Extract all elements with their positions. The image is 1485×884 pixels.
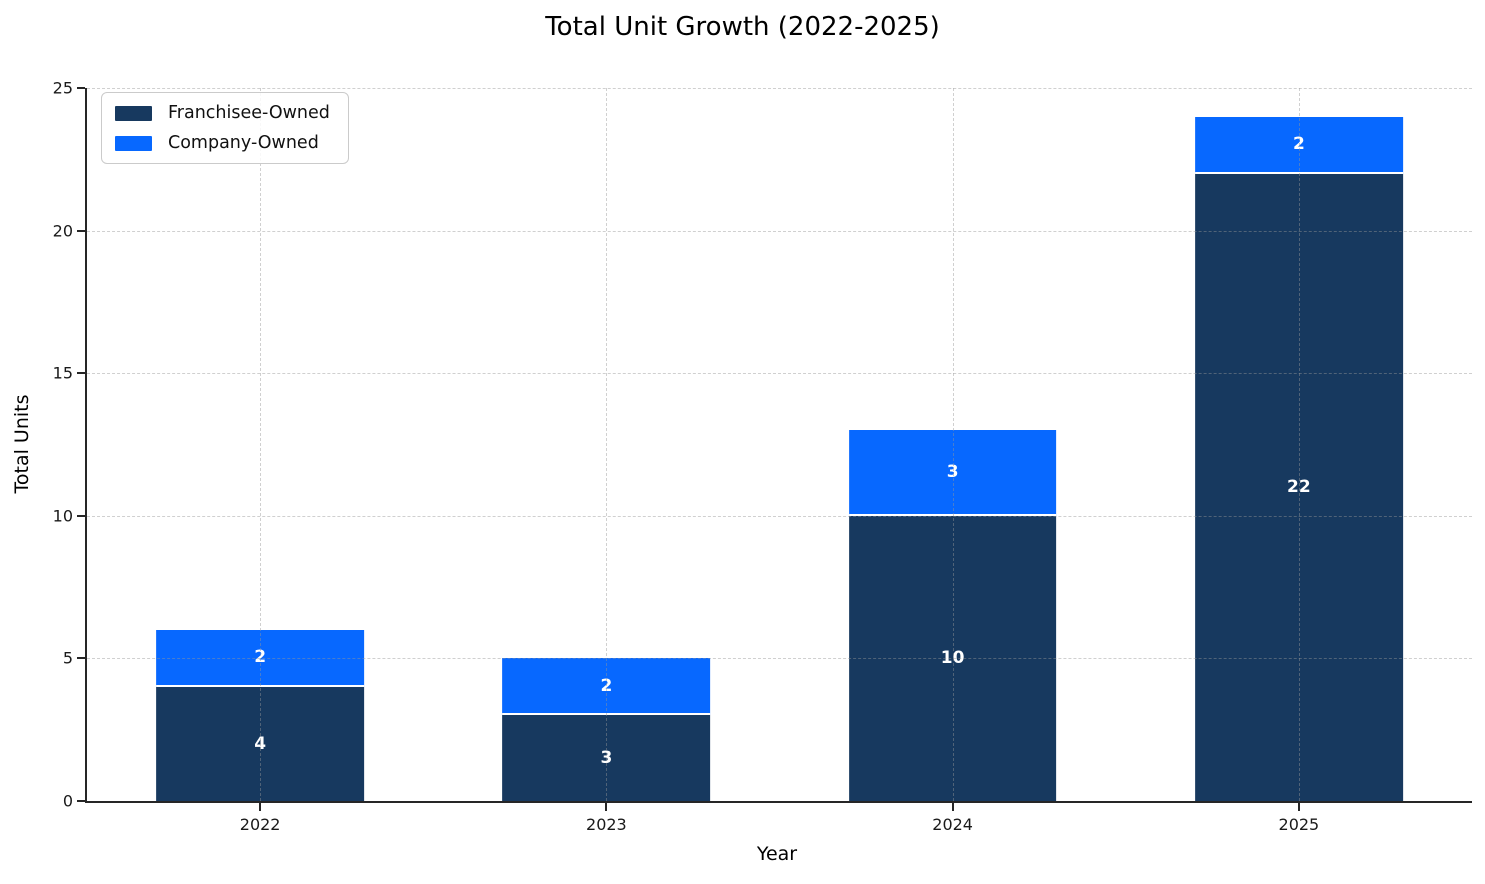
bar-value-label-2025-company-owned: 2: [1292, 134, 1305, 155]
x-axis-label: Year: [756, 843, 798, 865]
y-tick-label-20: 20: [52, 221, 73, 241]
y-tick-label-15: 15: [52, 363, 73, 383]
bar-2022-company-owned-segment: 2: [156, 629, 364, 687]
bar-value-label-2023-company-owned: 2: [600, 675, 613, 696]
bar-2024-company-owned-segment: 3: [848, 430, 1057, 516]
y-tick-label-0: 0: [62, 791, 73, 811]
bar-value-label-2025-franchisee-owned: 22: [1287, 477, 1311, 498]
y-tick-mark-25: [77, 87, 85, 89]
bar-value-label-2022-franchisee-owned: 4: [254, 733, 267, 754]
legend-label-franchisee-owned: Franchisee-Owned: [168, 103, 330, 123]
y-tick-mark-20: [77, 229, 85, 232]
x-tick-label-2023: 2023: [586, 815, 627, 834]
legend-item-company-owned: Company-Owned: [115, 133, 330, 153]
x-tick-label-2025: 2025: [1278, 815, 1320, 834]
bar-2025: 2 22: [1195, 88, 1403, 801]
x-tick-mark-2023: [605, 803, 608, 811]
legend: Franchisee-Owned Company-Owned: [101, 92, 349, 164]
plot-area: 2 4 2 3 3 10 2 22 Franchisee-Owned Company-Owned…: [53, 79, 1472, 834]
x-tick-label-2022: 2022: [239, 815, 281, 834]
bar-2023-company-owned-segment: 2: [502, 658, 711, 716]
bar-2022-franchisee-owned-segment: 4: [156, 686, 364, 801]
bar-value-label-2024-company-owned: 3: [946, 462, 959, 483]
legend-item-franchisee-owned: Franchisee-Owned: [115, 103, 330, 123]
bar-value-label-2022-company-owned: 2: [254, 647, 267, 668]
bar-2024: 3 10: [848, 88, 1057, 801]
x-tick-label-2024: 2024: [932, 815, 973, 834]
x-tick-mark-2024: [951, 803, 954, 811]
y-tick-label-10: 10: [52, 506, 73, 526]
legend-swatch-franchisee-owned: [115, 105, 152, 121]
y-tick-mark-15: [77, 372, 85, 375]
bar-2023-franchisee-owned-segment: 3: [502, 715, 711, 801]
bars-layer: 2 4 2 3 3 10 2 22: [87, 88, 1472, 801]
legend-swatch-company-owned: [115, 135, 152, 151]
x-tick-mark-2022: [259, 803, 262, 811]
bar-value-label-2024-franchisee-owned: 10: [940, 648, 965, 669]
bar-2025-company-owned-segment: 2: [1195, 116, 1403, 174]
chart-title: Total Unit Growth (2022-2025): [545, 12, 940, 42]
y-axis-label: Total Units: [11, 394, 33, 494]
y-tick-mark-5: [77, 657, 85, 660]
legend-label-company-owned: Company-Owned: [168, 133, 319, 153]
bar-2024-franchisee-owned-segment: 10: [848, 515, 1057, 801]
y-tick-mark-10: [77, 514, 85, 517]
y-tick-mark-0: [77, 800, 85, 802]
bar-2025-franchisee-owned-segment: 22: [1195, 173, 1403, 801]
x-tick-mark-2025: [1297, 803, 1300, 811]
bar-value-label-2023-franchisee-owned: 3: [600, 748, 613, 769]
y-tick-label-5: 5: [62, 648, 73, 668]
y-tick-label-25: 25: [52, 78, 73, 98]
